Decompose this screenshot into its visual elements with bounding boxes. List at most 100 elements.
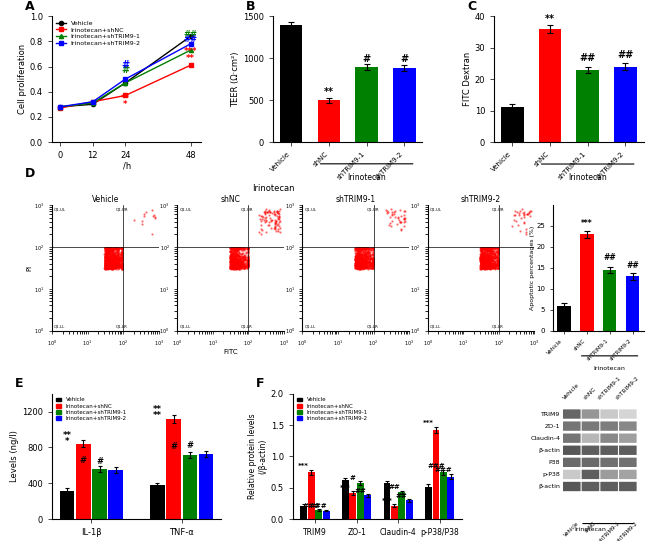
Point [110,263,120,272]
Text: Q1-LR: Q1-LR [241,324,253,328]
Bar [342,480,349,519]
Point [478,258,489,266]
Point [116,256,126,265]
Point [482,249,492,258]
Point [361,243,371,252]
Point [237,261,247,270]
Point [358,260,369,268]
Point [484,257,494,266]
FancyBboxPatch shape [619,470,636,479]
Point [367,260,378,268]
FancyBboxPatch shape [582,433,599,443]
Point [233,256,244,265]
Point [354,246,364,254]
Point [233,257,244,266]
Point [356,260,366,269]
Point [489,243,500,252]
Point [107,252,117,261]
Point [111,263,121,272]
Point [478,245,489,254]
Point [114,258,124,267]
Point [478,262,489,271]
Point [232,261,242,269]
Point [114,263,125,272]
Point [363,250,373,259]
Point [229,253,239,262]
Point [111,262,122,270]
Point [104,247,114,256]
Point [101,254,111,262]
Point [115,250,125,259]
Point [270,219,281,227]
Point [226,247,236,255]
Point [107,259,118,268]
Point [478,260,488,269]
Point [115,257,125,266]
Point [358,248,369,257]
Point [479,255,489,264]
Point [117,251,127,260]
Point [359,243,370,252]
Point [476,260,486,268]
Point [106,247,116,256]
Point [475,258,486,267]
Point [229,243,239,252]
Point [105,253,115,261]
Text: Vehicle: Vehicle [564,520,580,538]
Y-axis label: TEER (Ω·cm²): TEER (Ω·cm²) [231,51,240,107]
Point [115,260,125,269]
Point [137,216,148,225]
Point [103,256,114,265]
FancyBboxPatch shape [601,446,618,455]
Point [483,261,493,269]
Point [352,258,363,267]
Point [230,257,240,266]
Point [102,247,112,255]
Point [361,247,371,256]
Point [106,260,116,268]
Point [99,258,110,267]
Point [356,260,366,269]
Point [354,254,365,262]
Point [105,249,116,258]
Point [356,260,366,269]
Point [361,259,372,267]
Point [102,262,112,270]
Point [363,243,374,252]
Point [231,262,241,270]
Point [231,259,242,267]
Point [104,255,114,264]
Point [233,245,243,253]
Point [117,252,127,261]
Point [239,246,250,254]
Point [233,256,244,265]
Point [476,252,486,260]
Point [486,257,497,266]
Point [233,258,244,267]
Point [488,259,498,268]
Point [225,264,235,273]
Point [480,243,490,252]
Point [476,246,486,254]
Point [114,253,124,262]
Point [260,210,270,219]
Point [231,258,241,267]
Point [367,256,378,265]
Point [365,261,375,270]
Point [112,256,123,265]
Point [229,259,239,268]
Point [232,261,242,269]
Point [101,260,112,269]
Point [231,262,241,271]
Point [231,261,241,269]
Point [226,262,236,270]
Point [102,243,112,252]
Point [226,245,236,253]
Point [367,245,378,253]
Point [356,246,366,255]
Point [492,243,502,252]
Point [475,244,486,253]
Point [362,251,372,260]
Point [510,210,521,219]
Point [476,257,486,266]
